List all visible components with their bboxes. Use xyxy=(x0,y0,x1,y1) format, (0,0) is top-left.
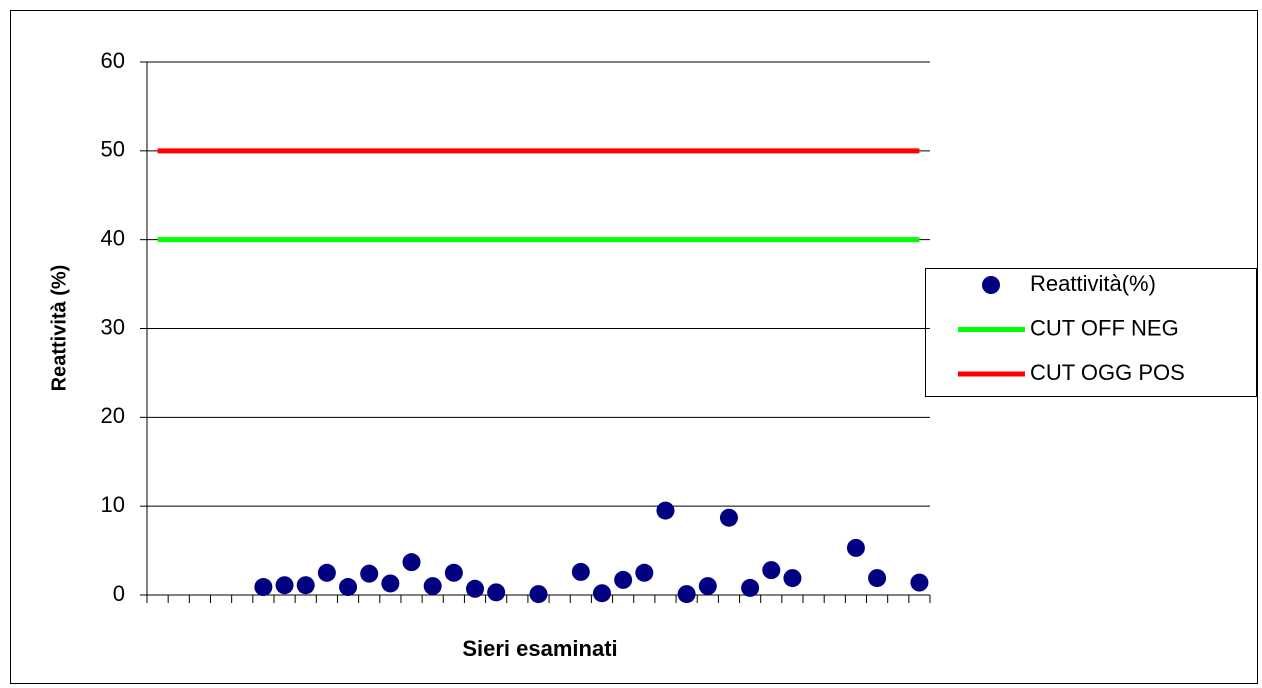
legend-swatch xyxy=(982,276,1000,294)
data-point xyxy=(741,578,760,597)
data-point xyxy=(423,577,442,596)
legend-label: Reattività(%) xyxy=(1030,271,1156,296)
data-point xyxy=(466,579,485,598)
data-point xyxy=(677,585,696,604)
data-point xyxy=(339,578,358,597)
data-point xyxy=(402,553,421,572)
data-point xyxy=(762,561,781,580)
data-point xyxy=(360,564,379,583)
y-tick-label: 50 xyxy=(101,137,125,162)
data-point xyxy=(529,585,548,604)
data-point xyxy=(783,569,802,588)
data-point xyxy=(910,573,929,592)
data-point xyxy=(868,569,887,588)
data-point xyxy=(381,574,400,593)
legend-label: CUT OGG POS xyxy=(1030,360,1185,385)
data-point xyxy=(296,576,315,595)
data-point xyxy=(275,576,294,595)
data-point xyxy=(656,501,675,520)
data-point xyxy=(614,570,633,589)
x-axis-title: Sieri esaminati xyxy=(462,636,617,661)
y-tick-label: 10 xyxy=(101,492,125,517)
y-tick-label: 30 xyxy=(101,314,125,339)
data-point xyxy=(487,583,506,602)
data-point xyxy=(592,584,611,603)
y-tick-label: 60 xyxy=(101,48,125,73)
y-tick-label: 20 xyxy=(101,403,125,428)
data-point xyxy=(254,578,273,597)
data-point xyxy=(698,577,717,596)
y-tick-label: 0 xyxy=(113,581,125,606)
data-point xyxy=(444,563,463,582)
data-point xyxy=(571,562,590,581)
y-axis-title: Reattività (%) xyxy=(48,265,70,392)
data-point xyxy=(635,563,654,582)
data-point xyxy=(317,563,336,582)
y-tick-label: 40 xyxy=(101,225,125,250)
data-point xyxy=(719,508,738,527)
data-point xyxy=(846,538,865,557)
legend-label: CUT OFF NEG xyxy=(1030,315,1179,340)
